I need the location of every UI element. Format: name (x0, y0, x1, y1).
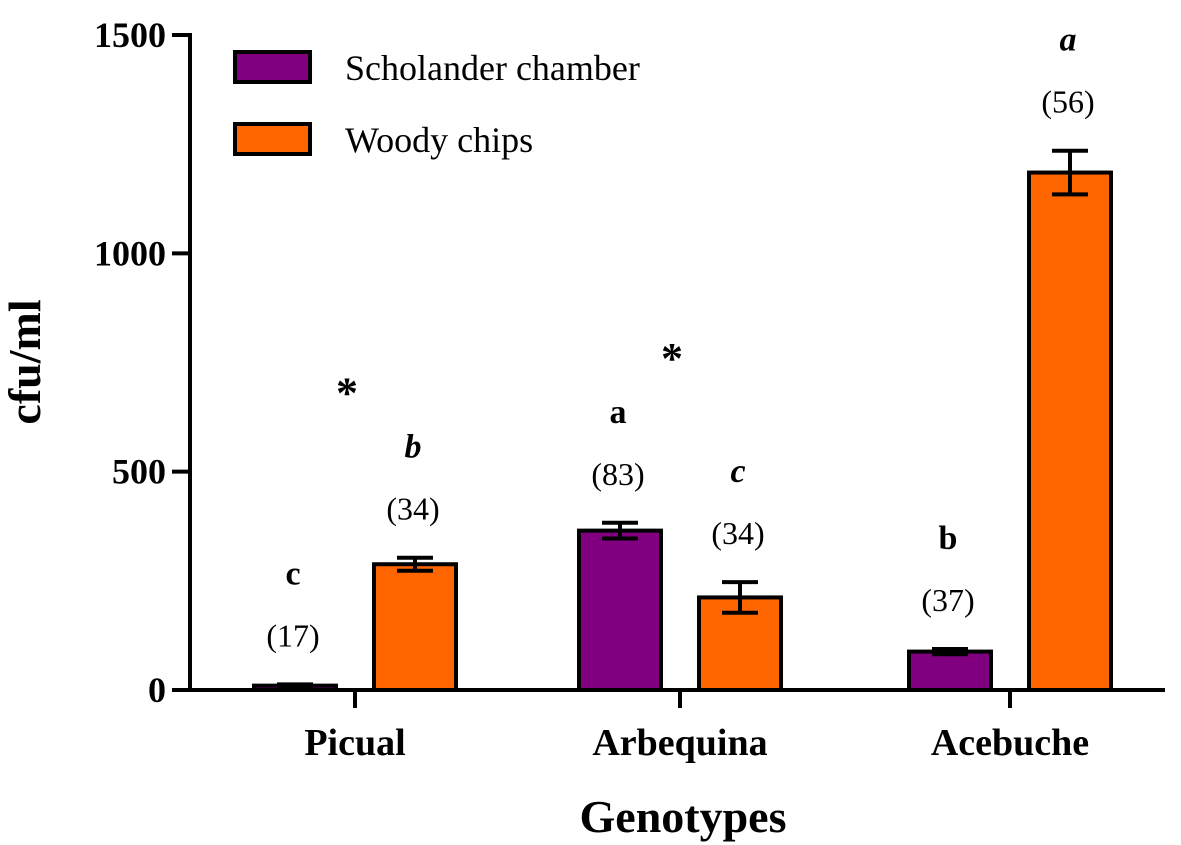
y-tick-label: 0 (148, 670, 166, 710)
y-tick-label: 1000 (94, 233, 166, 273)
bar-scholander-arbequina (577, 528, 663, 692)
legend-label: Woody chips (345, 120, 533, 160)
significance-star: * (336, 369, 358, 418)
y-tick-label: 500 (112, 452, 166, 492)
x-tick-label: Arbequina (592, 722, 767, 764)
n-label: (34) (711, 515, 764, 551)
significance-star: * (991, 0, 1013, 11)
bars (252, 148, 1113, 693)
n-label: (56) (1041, 84, 1094, 120)
significance-letter: a (1060, 22, 1077, 59)
x-tick-label: Acebuche (931, 722, 1089, 764)
n-label: (37) (921, 582, 974, 618)
bar-scholander-acebuche (907, 649, 993, 692)
y-axis-title: cfu/ml (0, 299, 50, 424)
n-label: (83) (591, 456, 644, 492)
y-tick-label: 1500 (94, 15, 166, 55)
x-axis-title: Genotypes (580, 791, 787, 842)
significance-letter: c (730, 453, 745, 490)
significance-star: * (661, 334, 683, 383)
bar-woody-picual (372, 562, 458, 692)
axes: 0 500 1000 1500 Picual Arbequina Acebuche (94, 15, 1165, 764)
significance-letter: b (405, 429, 422, 466)
n-label: (34) (386, 491, 439, 527)
significance-letter: b (939, 520, 958, 557)
legend-swatch (233, 50, 312, 84)
significance-letter: a (610, 394, 627, 431)
significance-letter: c (285, 555, 300, 592)
legend: Scholander chamber Woody chips (233, 48, 640, 160)
n-label: (17) (266, 617, 319, 653)
annotations: (17) c (34) b * (83) a (34) c * (37) b (56) a * (266, 0, 1094, 653)
x-tick-label: Picual (304, 722, 405, 764)
bar-woody-acebuche (1027, 170, 1113, 693)
legend-label: Scholander chamber (345, 48, 640, 88)
legend-swatch (233, 122, 312, 156)
